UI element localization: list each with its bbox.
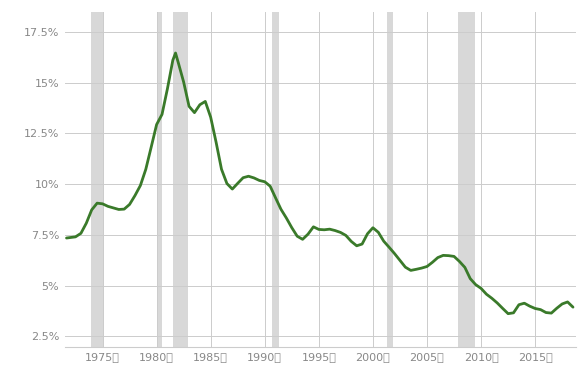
Bar: [272, 12, 279, 346]
Bar: [459, 12, 475, 346]
Bar: [156, 12, 162, 346]
Bar: [91, 12, 103, 346]
Bar: [173, 12, 188, 346]
Bar: [387, 12, 393, 346]
